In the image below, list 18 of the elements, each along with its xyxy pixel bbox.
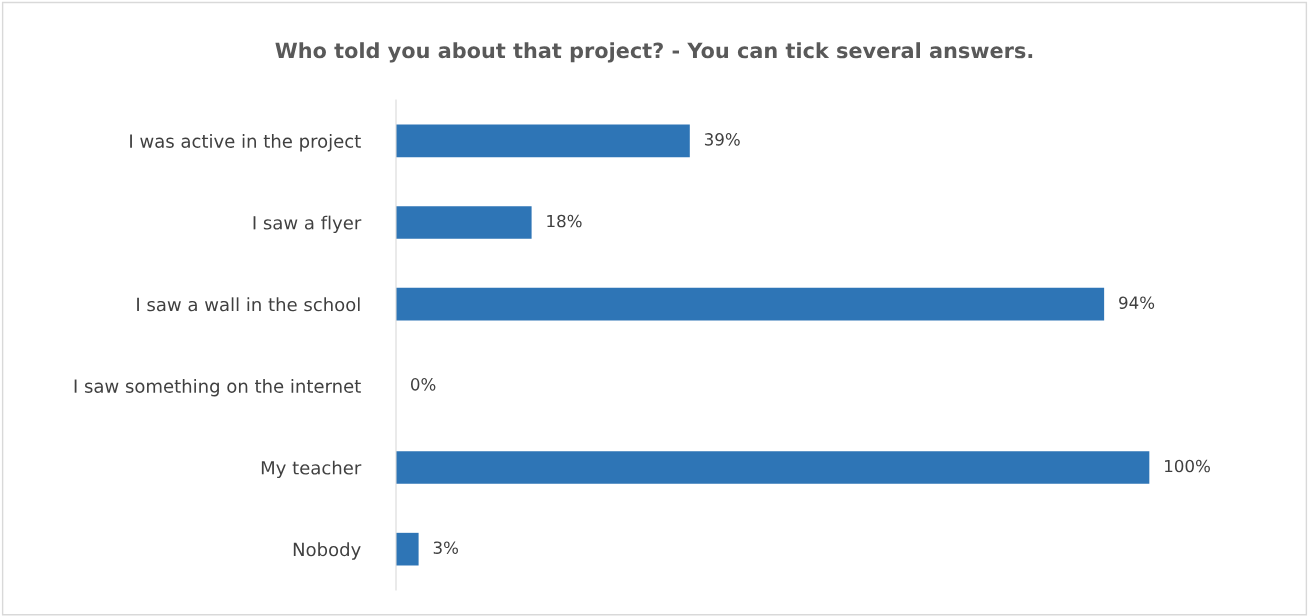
bar — [396, 532, 419, 566]
data-label: 100% — [1165, 459, 1210, 473]
data-label: 0% — [410, 378, 436, 391]
y-tick-label: I was active in the project — [130, 133, 361, 152]
chart-title: Who told you about that project? - You can tick several answers. — [275, 42, 1033, 63]
data-label: 18% — [547, 214, 582, 228]
y-tick-label: My teacher — [261, 460, 362, 479]
data-label: 39% — [704, 133, 740, 146]
y-tick-label: I saw a flyer — [253, 215, 362, 234]
bar — [396, 451, 1150, 484]
data-label: 94% — [1119, 296, 1155, 309]
y-tick-label: I saw a wall in the school — [137, 297, 360, 312]
bar — [396, 124, 690, 158]
bar — [396, 206, 532, 239]
y-tick-label: I saw something on the internet — [74, 378, 361, 397]
bar — [396, 287, 1105, 321]
data-label: 3% — [433, 541, 459, 554]
y-tick-label: Nobody — [293, 542, 361, 560]
